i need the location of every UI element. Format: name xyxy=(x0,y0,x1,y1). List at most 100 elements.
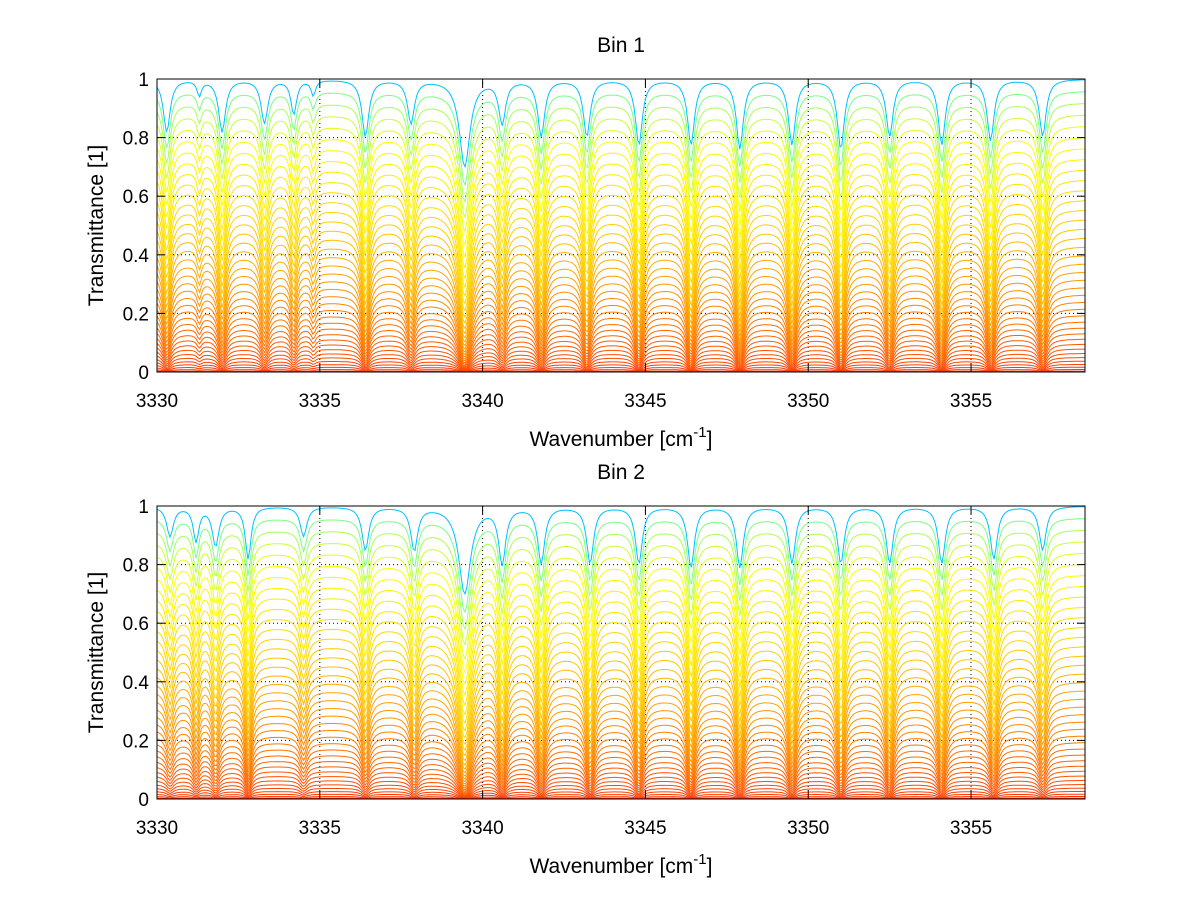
spectrum-curve xyxy=(157,366,1085,372)
spectrum-curve xyxy=(157,148,1085,259)
spectrum-curve xyxy=(157,627,1085,732)
series-group xyxy=(157,79,1085,372)
spectrum-curve xyxy=(157,735,1085,787)
spectrum-curve xyxy=(157,714,1085,780)
y-tick-label: 0.2 xyxy=(123,731,149,752)
spectrum-curve xyxy=(157,664,1085,757)
spectrum-curve xyxy=(157,301,1085,358)
spectrum-curve xyxy=(157,343,1085,369)
spectrum-curve xyxy=(157,333,1085,367)
x-tick-label: 3345 xyxy=(624,818,666,839)
spectrum-curve xyxy=(157,308,1085,360)
spectrum-curve xyxy=(157,357,1085,371)
spectrum-curve xyxy=(157,564,1085,674)
spectrum-curve xyxy=(157,606,1085,716)
series-group xyxy=(157,506,1085,799)
spectrum-curve xyxy=(157,327,1085,365)
y-tick-label: 0 xyxy=(138,790,149,811)
y-tick-label: 0.4 xyxy=(123,673,150,694)
x-tick-label: 3335 xyxy=(299,818,341,839)
spectrum-curve xyxy=(157,263,1085,343)
spectrum-curve xyxy=(157,180,1085,289)
spectrum-curve xyxy=(157,360,1085,372)
x-tick-label: 3340 xyxy=(461,391,503,412)
spectrum-curve xyxy=(157,596,1085,707)
spectrum-curve xyxy=(157,91,1085,187)
y-tick-label: 1 xyxy=(138,497,149,518)
spectrum-curve xyxy=(157,353,1085,371)
spectrum-curve xyxy=(157,294,1085,356)
x-tick-label: 3345 xyxy=(624,391,666,412)
spectrum-curve xyxy=(157,321,1085,364)
x-tick-label: 3355 xyxy=(950,818,992,839)
spectrum-curve xyxy=(157,754,1085,792)
spectrum-curve xyxy=(157,190,1085,298)
spectrum-curve xyxy=(157,219,1085,319)
spectrum-curve xyxy=(157,237,1085,330)
x-tick-label: 3350 xyxy=(787,391,829,412)
spectrum-curve xyxy=(157,255,1085,339)
spectrum-curve xyxy=(157,721,1085,783)
spectrum-curve xyxy=(157,529,1085,631)
y-tick-label: 0.6 xyxy=(123,614,149,635)
spectrum-curve xyxy=(157,210,1085,313)
x-axis-label: Wavenumber [cm-1] xyxy=(530,851,713,878)
spectrum-curve xyxy=(157,137,1085,247)
y-tick-label: 0.4 xyxy=(123,246,150,267)
spectrum-curve xyxy=(157,636,1085,739)
plot-panel-bin-1: Bin 1 3330 3335 3340 3345 3350 3355 0 0.2 0.4 0.6 0… xyxy=(85,34,1086,451)
spectrum-curve xyxy=(157,287,1085,353)
spectrum-curve xyxy=(157,364,1085,372)
spectrum-curve xyxy=(157,126,1085,234)
spectrum-curve xyxy=(157,655,1085,752)
spectrum-curve xyxy=(157,200,1085,305)
spectrum-curve xyxy=(157,765,1085,795)
x-axis-label: Wavenumber [cm-1] xyxy=(530,424,713,451)
spectrum-curve xyxy=(157,79,1085,169)
spectrum-curve xyxy=(157,114,1085,219)
spectrum-curve xyxy=(157,787,1085,799)
y-axis-label: Transmittance [1] xyxy=(85,572,108,733)
spectrum-curve xyxy=(157,796,1085,799)
spectrum-curve xyxy=(157,348,1085,370)
y-tick-label: 0.2 xyxy=(123,304,149,325)
spectrum-curve xyxy=(157,553,1085,661)
spectrum-curve xyxy=(157,784,1085,798)
x-tick-label: 3355 xyxy=(950,391,992,412)
chart-title: Bin 1 xyxy=(597,34,645,57)
x-tick-label: 3350 xyxy=(787,818,829,839)
spectrum-curve xyxy=(157,575,1085,686)
spectrum-curve xyxy=(157,369,1085,372)
spectrum-curve xyxy=(157,103,1085,204)
spectrum-curve xyxy=(157,775,1085,797)
x-tick-label: 3330 xyxy=(136,391,178,412)
spectrum-curve xyxy=(157,518,1085,614)
spectrum-curve xyxy=(157,673,1085,762)
y-tick-label: 0 xyxy=(138,363,149,384)
axes-frame xyxy=(156,78,1086,373)
spectrum-curve xyxy=(157,690,1085,770)
spectrum-curve xyxy=(157,338,1085,368)
spectrum-curve xyxy=(157,706,1085,777)
spectrum-curve xyxy=(157,279,1085,350)
spectrum-curve xyxy=(157,698,1085,774)
spectrum-curve xyxy=(157,159,1085,270)
spectrum-curve xyxy=(157,760,1085,794)
spectrum-curve xyxy=(157,617,1085,725)
spectrum-curve xyxy=(157,586,1085,697)
x-tick-label: 3335 xyxy=(299,391,341,412)
spectrum-curve xyxy=(157,315,1085,362)
y-axis-label: Transmittance [1] xyxy=(85,145,108,306)
y-tick-label: 0.8 xyxy=(123,129,149,150)
y-tick-label: 0.8 xyxy=(123,556,149,577)
spectrum-curve xyxy=(157,780,1085,798)
y-tick-label: 0.6 xyxy=(123,187,149,208)
spectrum-curve xyxy=(157,169,1085,280)
axes-frame xyxy=(156,505,1086,800)
chart-title: Bin 2 xyxy=(597,461,645,484)
x-tick-label: 3340 xyxy=(461,818,503,839)
y-tick-label: 1 xyxy=(138,70,149,91)
spectrum-curve xyxy=(157,742,1085,789)
